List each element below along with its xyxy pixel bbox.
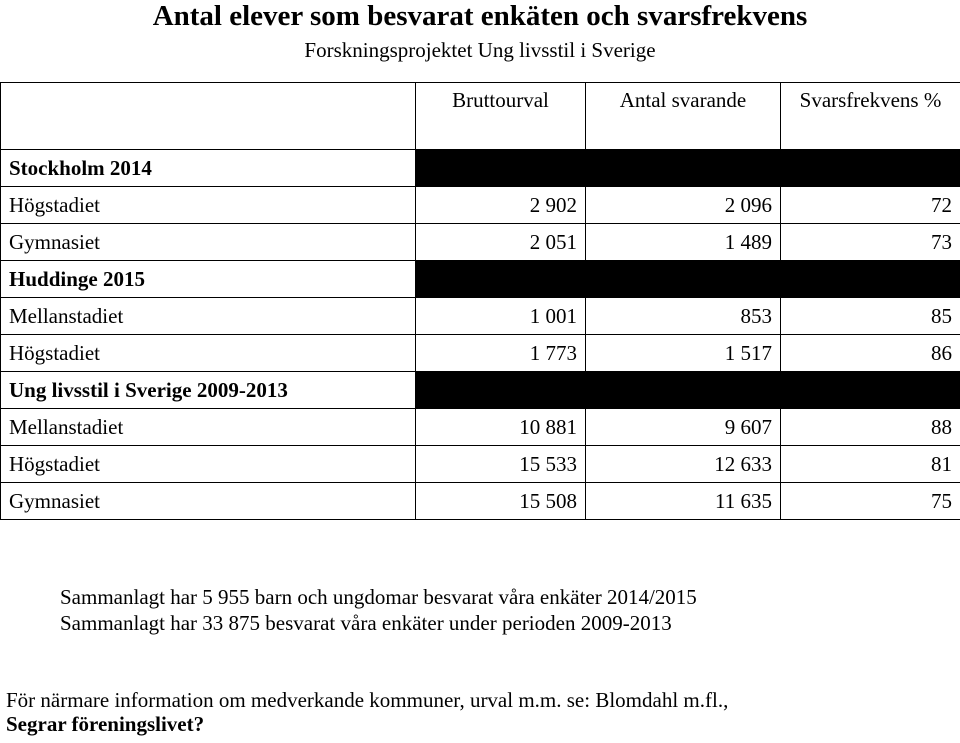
row-label: Högstadiet [0, 445, 416, 483]
cell-svarsfrekvens: 73 [780, 223, 960, 261]
cell-svarsfrekvens: 88 [780, 408, 960, 446]
cell-antal-svarande: 12 633 [585, 445, 781, 483]
table-row: Gymnasiet 2 051 1 489 73 [0, 223, 960, 261]
footer-book-title: Segrar föreningslivet? [6, 712, 205, 736]
section-fill-bar [415, 149, 960, 187]
footer-text: För närmare information om medverkande k… [6, 688, 729, 712]
cell-antal-svarande: 1 517 [585, 334, 781, 372]
section-fill-bar [415, 371, 960, 409]
cell-antal-svarande: 9 607 [585, 408, 781, 446]
section-heading: Stockholm 2014 [0, 149, 416, 187]
table-section-row: Ung livsstil i Sverige 2009-2013 [0, 371, 960, 409]
table-row: Gymnasiet 15 508 11 635 75 [0, 482, 960, 520]
cell-bruttourval: 15 533 [415, 445, 586, 483]
summary-note-2014-2015: Sammanlagt har 5 955 barn och ungdomar b… [60, 585, 697, 609]
cell-bruttourval: 10 881 [415, 408, 586, 446]
column-header-svarsfrekvens: Svarsfrekvens % [780, 82, 960, 150]
row-label: Mellanstadiet [0, 297, 416, 335]
section-fill-bar [415, 260, 960, 298]
cell-antal-svarande: 853 [585, 297, 781, 335]
cell-svarsfrekvens: 81 [780, 445, 960, 483]
table-row: Högstadiet 2 902 2 096 72 [0, 186, 960, 224]
table-row: Högstadiet 15 533 12 633 81 [0, 445, 960, 483]
section-heading: Huddinge 2015 [0, 260, 416, 298]
row-label: Gymnasiet [0, 223, 416, 261]
table-row: Mellanstadiet 1 001 853 85 [0, 297, 960, 335]
cell-bruttourval: 2 902 [415, 186, 586, 224]
cell-svarsfrekvens: 75 [780, 482, 960, 520]
row-label: Högstadiet [0, 186, 416, 224]
cell-bruttourval: 1 001 [415, 297, 586, 335]
row-label: Gymnasiet [0, 482, 416, 520]
cell-antal-svarande: 11 635 [585, 482, 781, 520]
section-heading: Ung livsstil i Sverige 2009-2013 [0, 371, 416, 409]
table-section-row: Huddinge 2015 [0, 260, 960, 298]
row-label: Mellanstadiet [0, 408, 416, 446]
table-row: Högstadiet 1 773 1 517 86 [0, 334, 960, 372]
cell-bruttourval: 15 508 [415, 482, 586, 520]
response-table: Bruttourval Antal svarande Svarsfrekvens… [0, 82, 960, 520]
cell-antal-svarande: 2 096 [585, 186, 781, 224]
row-label: Högstadiet [0, 334, 416, 372]
cell-svarsfrekvens: 85 [780, 297, 960, 335]
page-subtitle: Forskningsprojektet Ung livsstil i Sveri… [304, 38, 656, 62]
column-header-bruttourval: Bruttourval [415, 82, 586, 150]
table-header-empty-cell [0, 82, 416, 150]
page-title: Antal elever som besvarat enkäten och sv… [152, 0, 808, 32]
cell-antal-svarande: 1 489 [585, 223, 781, 261]
table-section-row: Stockholm 2014 [0, 149, 960, 187]
summary-note-2009-2013: Sammanlagt har 33 875 besvarat våra enkä… [60, 611, 672, 635]
table-row: Mellanstadiet 10 881 9 607 88 [0, 408, 960, 446]
column-header-antal-svarande: Antal svarande [585, 82, 781, 150]
cell-svarsfrekvens: 72 [780, 186, 960, 224]
cell-bruttourval: 1 773 [415, 334, 586, 372]
cell-bruttourval: 2 051 [415, 223, 586, 261]
cell-svarsfrekvens: 86 [780, 334, 960, 372]
table-header-row: Bruttourval Antal svarande Svarsfrekvens… [0, 82, 960, 150]
footer-reference: För närmare information om medverkande k… [6, 688, 728, 736]
